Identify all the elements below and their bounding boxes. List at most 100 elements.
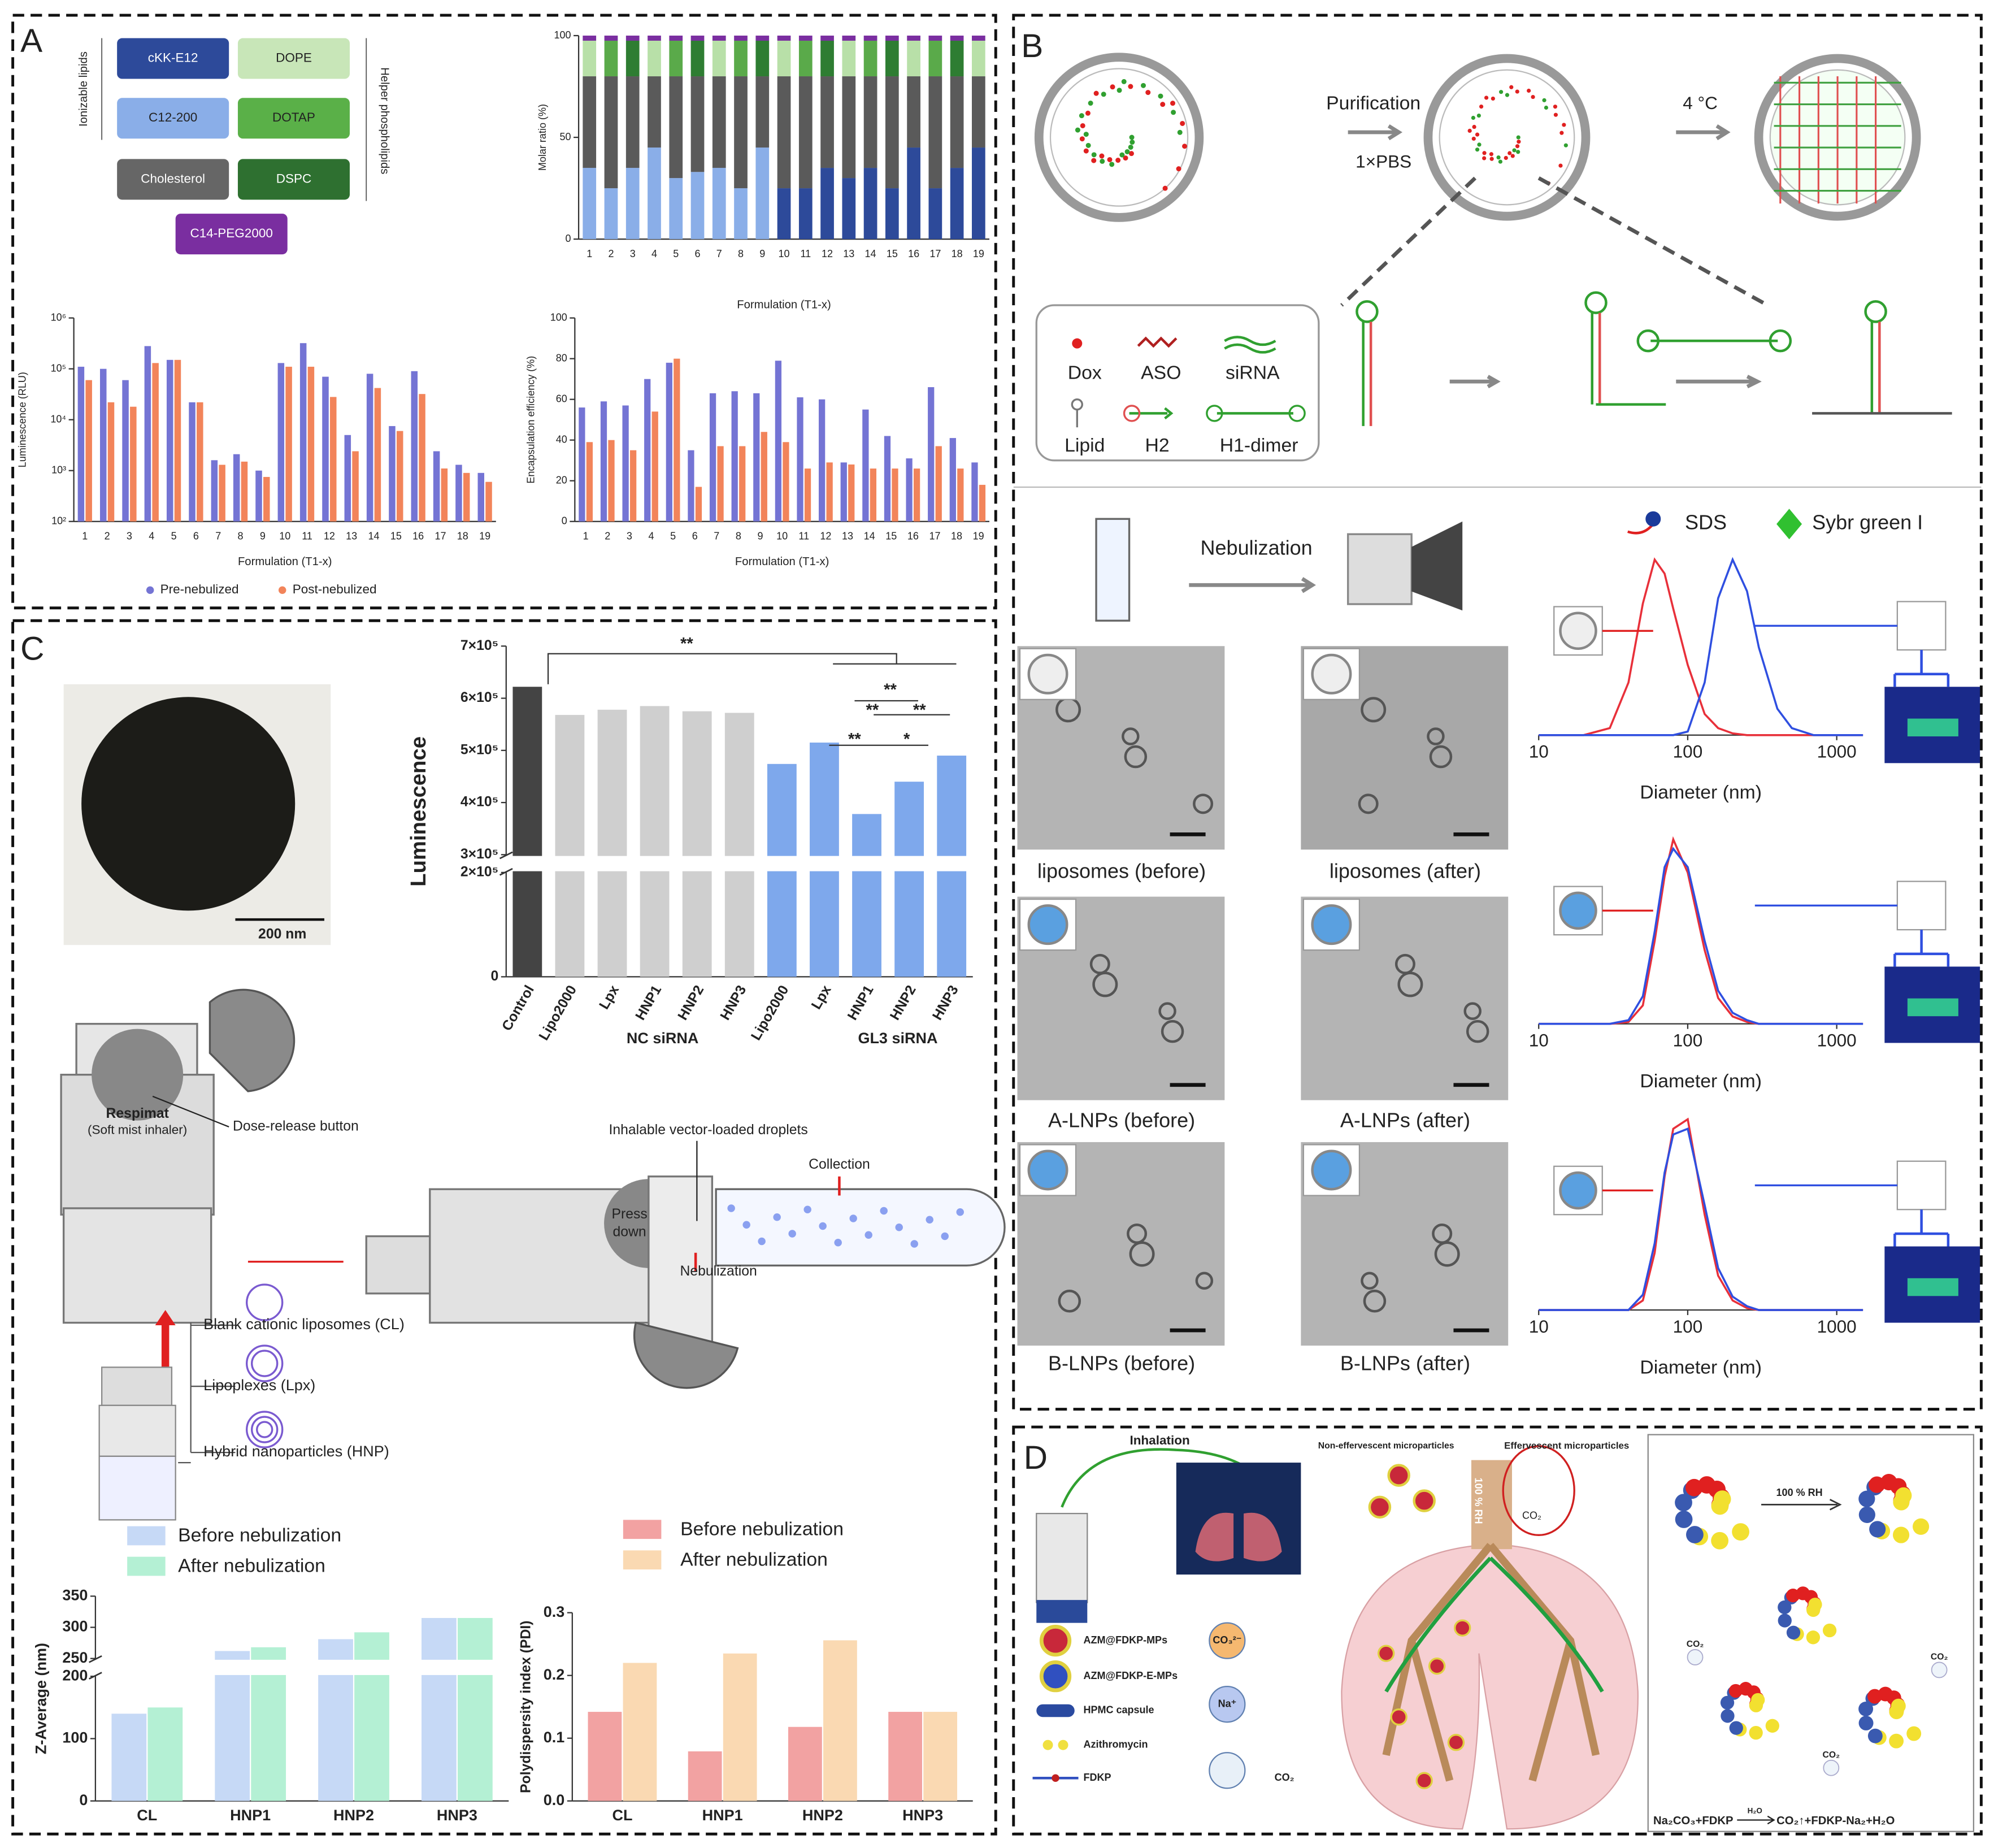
x-tick-label: 7 — [716, 248, 722, 259]
bar — [622, 405, 629, 522]
x-tick-label: 5 — [673, 248, 679, 259]
cluster-part — [1732, 1523, 1749, 1541]
bar — [241, 461, 248, 522]
device-label: Collection — [809, 1157, 870, 1172]
y-tick-label: 7×10⁵ — [461, 638, 498, 653]
bar-segment — [842, 178, 856, 240]
cargo — [1527, 88, 1531, 93]
bar — [852, 814, 881, 977]
bar-segment — [777, 41, 791, 77]
y-tick-label: 6×10⁵ — [461, 690, 498, 705]
cargo — [1162, 185, 1168, 191]
bar-segment — [734, 36, 748, 41]
bar-segment — [648, 41, 661, 77]
bar — [111, 1713, 147, 1801]
cargo — [1083, 148, 1089, 154]
x-tick-label: 10 — [776, 530, 788, 541]
x-tick-label: 12 — [822, 248, 833, 259]
x-tick-label: HNP2 — [675, 983, 707, 1023]
y-tick-label: 0 — [566, 233, 571, 244]
cargo — [1472, 124, 1476, 129]
device-label: Dose-release button — [233, 1118, 359, 1134]
droplet — [956, 1208, 964, 1216]
ion-icon — [1209, 1622, 1246, 1659]
bar-segment — [604, 76, 618, 189]
x-tick-label: 8 — [238, 530, 244, 541]
legend-icon — [1042, 1739, 1053, 1750]
bar — [674, 358, 680, 522]
y-axis-label: Molar ratio (%) — [537, 104, 548, 171]
bar — [688, 450, 694, 522]
x-tick-label: 9 — [758, 530, 763, 541]
bar — [823, 1640, 857, 1801]
cluster-part — [1892, 1526, 1910, 1543]
cargo — [1509, 85, 1514, 89]
cargo — [1562, 123, 1566, 127]
bar-segment — [842, 76, 856, 179]
tem-particle — [1058, 1290, 1081, 1313]
bar-segment — [690, 36, 705, 41]
cargo — [1504, 155, 1508, 160]
cargo — [1091, 152, 1097, 158]
d-label: CO₂ — [1522, 1509, 1541, 1521]
cargo — [1559, 131, 1564, 135]
tem-particle — [1161, 1020, 1184, 1043]
panel-label: B — [1021, 28, 1043, 64]
legend-label: ASO — [1141, 362, 1181, 384]
x-tick-label: 12 — [324, 530, 335, 541]
legend-icon — [1052, 1774, 1059, 1782]
bar-segment — [777, 36, 791, 41]
bar-segment — [583, 168, 597, 240]
cargo — [1128, 84, 1133, 89]
cluster-part — [1686, 1526, 1704, 1543]
cargo — [1130, 140, 1135, 145]
vial — [101, 1367, 173, 1406]
bar — [215, 1651, 250, 1801]
x-tick-label: 16 — [412, 530, 424, 541]
axis-break — [88, 1659, 511, 1675]
cargo — [1079, 113, 1084, 119]
bar — [85, 380, 92, 522]
inset-particle — [1559, 1171, 1597, 1210]
cluster-part — [1713, 1490, 1731, 1508]
bar — [717, 446, 724, 522]
y-tick-label: 10⁵ — [51, 362, 66, 374]
bar — [422, 1617, 457, 1801]
bar-segment — [950, 36, 964, 41]
bar — [724, 713, 754, 977]
cargo — [1117, 88, 1122, 93]
device — [365, 1235, 431, 1295]
x-tick-label: HNP3 — [718, 983, 749, 1023]
x-tick-label: HNP2 — [887, 983, 919, 1023]
bar — [396, 431, 403, 522]
particle-label: Hybrid nanoparticles (HNP) — [203, 1443, 389, 1460]
legend-label: H1-dimer — [1220, 435, 1298, 456]
size-curve — [1539, 1127, 1863, 1311]
y-tick-label: 0 — [79, 1791, 88, 1808]
bar — [189, 402, 196, 522]
y-tick-label: 0 — [491, 969, 499, 984]
cluster-part — [1749, 1725, 1763, 1740]
cargo — [1115, 158, 1121, 163]
legend-label: FDKP — [1084, 1772, 1111, 1783]
tem-particle — [1124, 745, 1148, 769]
tem-particle — [1361, 1272, 1379, 1290]
cluster-part — [1711, 1532, 1729, 1550]
droplet — [941, 1232, 949, 1240]
cargo — [1101, 92, 1106, 97]
bar-segment — [604, 41, 618, 77]
device-label: (Soft mist inhaler) — [88, 1123, 187, 1137]
y-tick-label: 0.0 — [544, 1791, 565, 1808]
cargo — [1107, 157, 1113, 162]
bar-segment — [907, 41, 920, 77]
bar — [463, 472, 470, 522]
bubble — [1687, 1649, 1704, 1665]
lipid-block — [117, 159, 229, 200]
y-tick-label: 5×10⁵ — [461, 742, 498, 757]
x-tick-label: 2 — [605, 530, 610, 541]
cargo — [1475, 148, 1480, 152]
cluster-part — [1808, 1598, 1822, 1612]
cargo — [1128, 151, 1134, 157]
bar-segment — [712, 36, 726, 41]
device-label: down — [613, 1224, 646, 1239]
